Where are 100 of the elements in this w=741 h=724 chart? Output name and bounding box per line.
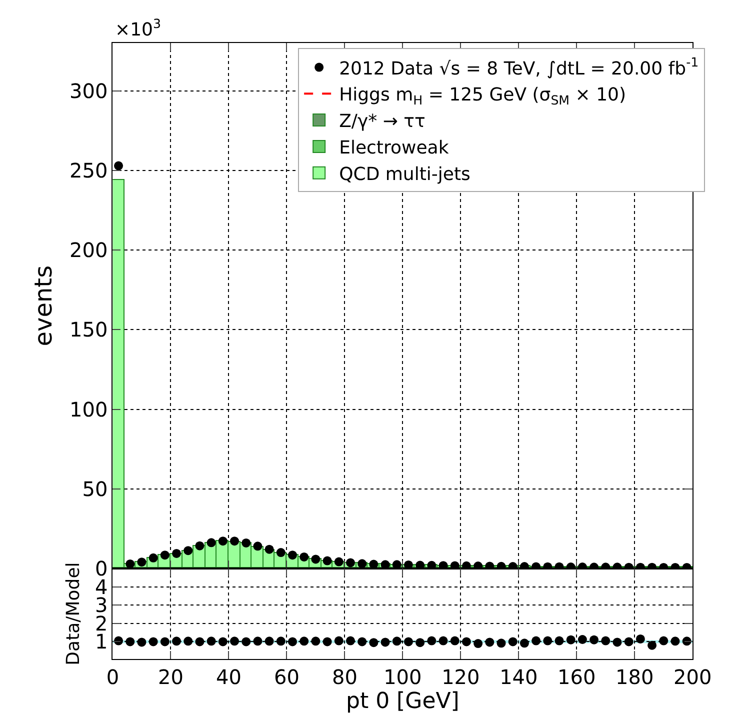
point xyxy=(322,637,332,646)
point xyxy=(288,550,297,560)
point xyxy=(148,553,158,562)
point xyxy=(172,548,182,558)
point xyxy=(114,161,124,170)
x-tick-label: 80 xyxy=(332,665,358,690)
point xyxy=(462,561,471,568)
point xyxy=(438,561,448,568)
point xyxy=(264,544,274,554)
point xyxy=(311,636,320,646)
y-tick-label: 0 xyxy=(94,556,108,580)
legend-label: Z/γ* → ττ xyxy=(339,111,426,132)
y-tick-label: 150 xyxy=(70,318,108,342)
x-tick-label: 140 xyxy=(500,665,538,690)
point xyxy=(590,635,599,644)
point xyxy=(485,638,494,647)
point xyxy=(300,552,309,562)
point xyxy=(276,636,286,646)
y-tick-label: 250 xyxy=(70,158,108,183)
point xyxy=(438,636,448,646)
point xyxy=(369,638,378,648)
x-tick-label: 60 xyxy=(274,665,300,690)
legend-label: Electroweak xyxy=(339,137,450,158)
point xyxy=(554,636,564,646)
point xyxy=(230,536,240,546)
point xyxy=(369,560,378,568)
point xyxy=(242,637,251,646)
point xyxy=(404,560,413,568)
x-axis-title: pt 0 [GeV] xyxy=(346,689,460,714)
y-tick-label: 50 xyxy=(82,476,108,501)
point xyxy=(380,560,390,568)
x-tick-label: 160 xyxy=(558,665,596,690)
point xyxy=(148,637,158,646)
point xyxy=(242,538,251,548)
point xyxy=(311,554,320,564)
point xyxy=(218,637,228,646)
y-tick-label: 100 xyxy=(70,397,108,422)
point xyxy=(195,541,204,550)
point xyxy=(380,638,390,647)
point xyxy=(508,637,518,646)
point xyxy=(276,548,286,558)
point xyxy=(392,636,402,646)
point xyxy=(566,635,576,644)
legend-label: 2012 Data √s = 8 TeV, ∫dtL = 20.00 fb$^{-1}$ xyxy=(339,54,699,80)
y-tick-label: 300 xyxy=(70,78,108,103)
point xyxy=(137,558,146,567)
x-tick-label: 200 xyxy=(674,665,712,690)
text: ×10$^{3}$ xyxy=(115,16,162,41)
point xyxy=(612,638,622,647)
point xyxy=(636,634,645,644)
x-tick-label: 100 xyxy=(384,665,422,690)
point xyxy=(160,550,170,560)
x-tick-label: 40 xyxy=(216,665,242,690)
point xyxy=(659,636,668,646)
point xyxy=(392,560,402,568)
point xyxy=(334,557,344,566)
point xyxy=(578,635,587,644)
point xyxy=(648,640,657,650)
point xyxy=(624,637,634,646)
point xyxy=(670,636,680,646)
y-axis-title: Data/Model xyxy=(63,562,84,666)
point xyxy=(160,637,170,646)
point xyxy=(218,536,228,546)
point xyxy=(172,636,182,646)
point xyxy=(543,636,552,646)
point xyxy=(346,558,355,568)
point xyxy=(416,560,425,568)
point xyxy=(427,560,436,568)
point xyxy=(137,638,146,647)
x-tick-label: 180 xyxy=(616,665,654,690)
point xyxy=(416,638,425,648)
point xyxy=(300,636,309,646)
x-tick-label: 20 xyxy=(158,665,184,690)
point xyxy=(462,637,471,646)
point xyxy=(264,636,274,646)
point xyxy=(126,559,135,568)
x-tick-label: 120 xyxy=(442,665,480,690)
point xyxy=(474,639,483,648)
point xyxy=(520,638,529,648)
point xyxy=(253,636,262,646)
legend-label: Higgs m$_{H}$ = 125 GeV (σ$_{SM}$ × 10) xyxy=(339,84,626,108)
point xyxy=(206,636,216,646)
point xyxy=(334,636,344,646)
point xyxy=(230,636,240,646)
point xyxy=(532,636,541,646)
y-tick-label: 200 xyxy=(70,238,108,262)
point xyxy=(358,559,367,568)
point xyxy=(322,556,332,566)
point xyxy=(206,538,216,548)
point xyxy=(404,637,413,646)
point xyxy=(427,636,436,646)
point xyxy=(253,542,262,551)
point xyxy=(450,636,460,646)
point xyxy=(184,636,193,646)
point xyxy=(288,637,297,646)
point xyxy=(346,636,355,646)
point xyxy=(184,546,193,556)
point xyxy=(450,561,460,568)
y-axis-title: events xyxy=(30,265,58,346)
point xyxy=(601,636,610,646)
